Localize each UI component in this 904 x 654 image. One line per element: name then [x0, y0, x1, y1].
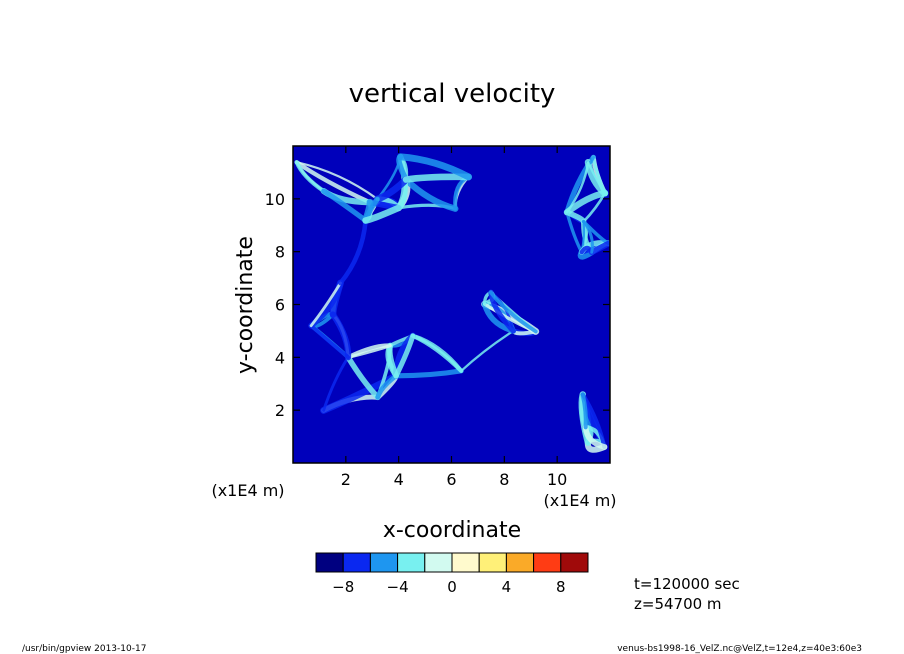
colorbar-bin — [451, 552, 480, 573]
updraft-boundary — [309, 323, 351, 360]
colorbar-bin — [315, 552, 344, 573]
colorbar-bin — [369, 552, 399, 573]
colorbar-bin — [342, 552, 371, 573]
updraft-boundary — [565, 161, 590, 214]
colorbar-bin — [424, 552, 453, 573]
x-scale-label: (x1E4 m) — [543, 491, 616, 510]
x-tick-label: 8 — [499, 470, 509, 489]
y-axis-ticks: 2 4 6 8 10 — [265, 190, 610, 420]
chart-title: vertical velocity — [349, 79, 556, 109]
updraft-boundary — [582, 220, 594, 254]
updraft-boundary — [345, 354, 381, 401]
y-tick-label: 4 — [275, 348, 285, 367]
y-tick-label: 10 — [265, 190, 285, 209]
y-tick-label: 6 — [275, 296, 285, 315]
updraft-boundary — [309, 281, 342, 328]
y-tick-label: 2 — [275, 401, 285, 420]
colorbar-bin — [533, 552, 562, 573]
colorbar-bin — [560, 552, 589, 573]
updraft-boundary — [460, 329, 515, 373]
updraft-boundary — [346, 343, 392, 359]
colorbar-bin — [397, 552, 426, 573]
colorbar-tick-label: −8 — [332, 578, 354, 596]
colorbar-tick-label: −4 — [387, 578, 409, 596]
updraft-boundary — [393, 368, 464, 379]
updraft-network — [294, 153, 610, 453]
colorbar-tick-label: 0 — [447, 578, 457, 596]
updraft-boundary — [322, 355, 350, 412]
colorbar — [315, 552, 589, 573]
updraft-boundary — [488, 290, 538, 334]
x-tick-label: 2 — [341, 470, 351, 489]
x-tick-label: 6 — [446, 470, 456, 489]
x-axis-label: x-coordinate — [383, 518, 521, 543]
colorbar-ticks: −8 −4 0 4 8 — [332, 578, 565, 596]
x-tick-label: 10 — [547, 470, 567, 489]
height-annotation: z=54700 m — [634, 595, 722, 613]
colorbar-bin — [505, 552, 535, 573]
updraft-boundary — [362, 204, 402, 224]
heatmap-field-group — [293, 146, 610, 463]
updraft-boundary — [582, 424, 608, 450]
updraft-boundary — [402, 173, 472, 183]
updraft-boundary — [294, 160, 326, 194]
y-tick-label: 8 — [275, 243, 285, 262]
x-tick-label: 4 — [394, 470, 404, 489]
updraft-boundary — [393, 333, 416, 379]
updraft-boundary — [580, 392, 588, 430]
heatmap-field — [293, 146, 610, 463]
updraft-boundary — [586, 161, 607, 195]
updraft-boundary — [375, 373, 399, 400]
y-scale-label: (x1E4 m) — [211, 481, 284, 500]
updraft-boundary — [338, 218, 368, 286]
updraft-boundary — [397, 153, 473, 181]
updraft-boundary — [295, 161, 379, 201]
x-axis-ticks: 2 4 6 8 10 — [341, 146, 567, 489]
y-axis-label: y-coordinate — [233, 236, 258, 374]
updraft-boundary — [402, 176, 459, 212]
time-annotation: t=120000 sec — [634, 575, 740, 593]
updraft-boundary — [321, 188, 369, 224]
colorbar-tick-label: 8 — [556, 578, 566, 596]
colorbar-tick-label: 4 — [502, 578, 512, 596]
updraft-boundary — [410, 333, 464, 374]
updraft-boundary — [563, 189, 609, 216]
updraft-boundary — [329, 311, 352, 361]
updraft-boundary — [294, 160, 373, 205]
updraft-boundary — [588, 240, 610, 256]
footer-left: /usr/bin/gpview 2013-10-17 — [22, 644, 146, 654]
colorbar-bin — [478, 552, 507, 573]
footer-right: venus-bs1998-16_VelZ.nc@VelZ,t=12e4,z=40… — [617, 644, 862, 654]
